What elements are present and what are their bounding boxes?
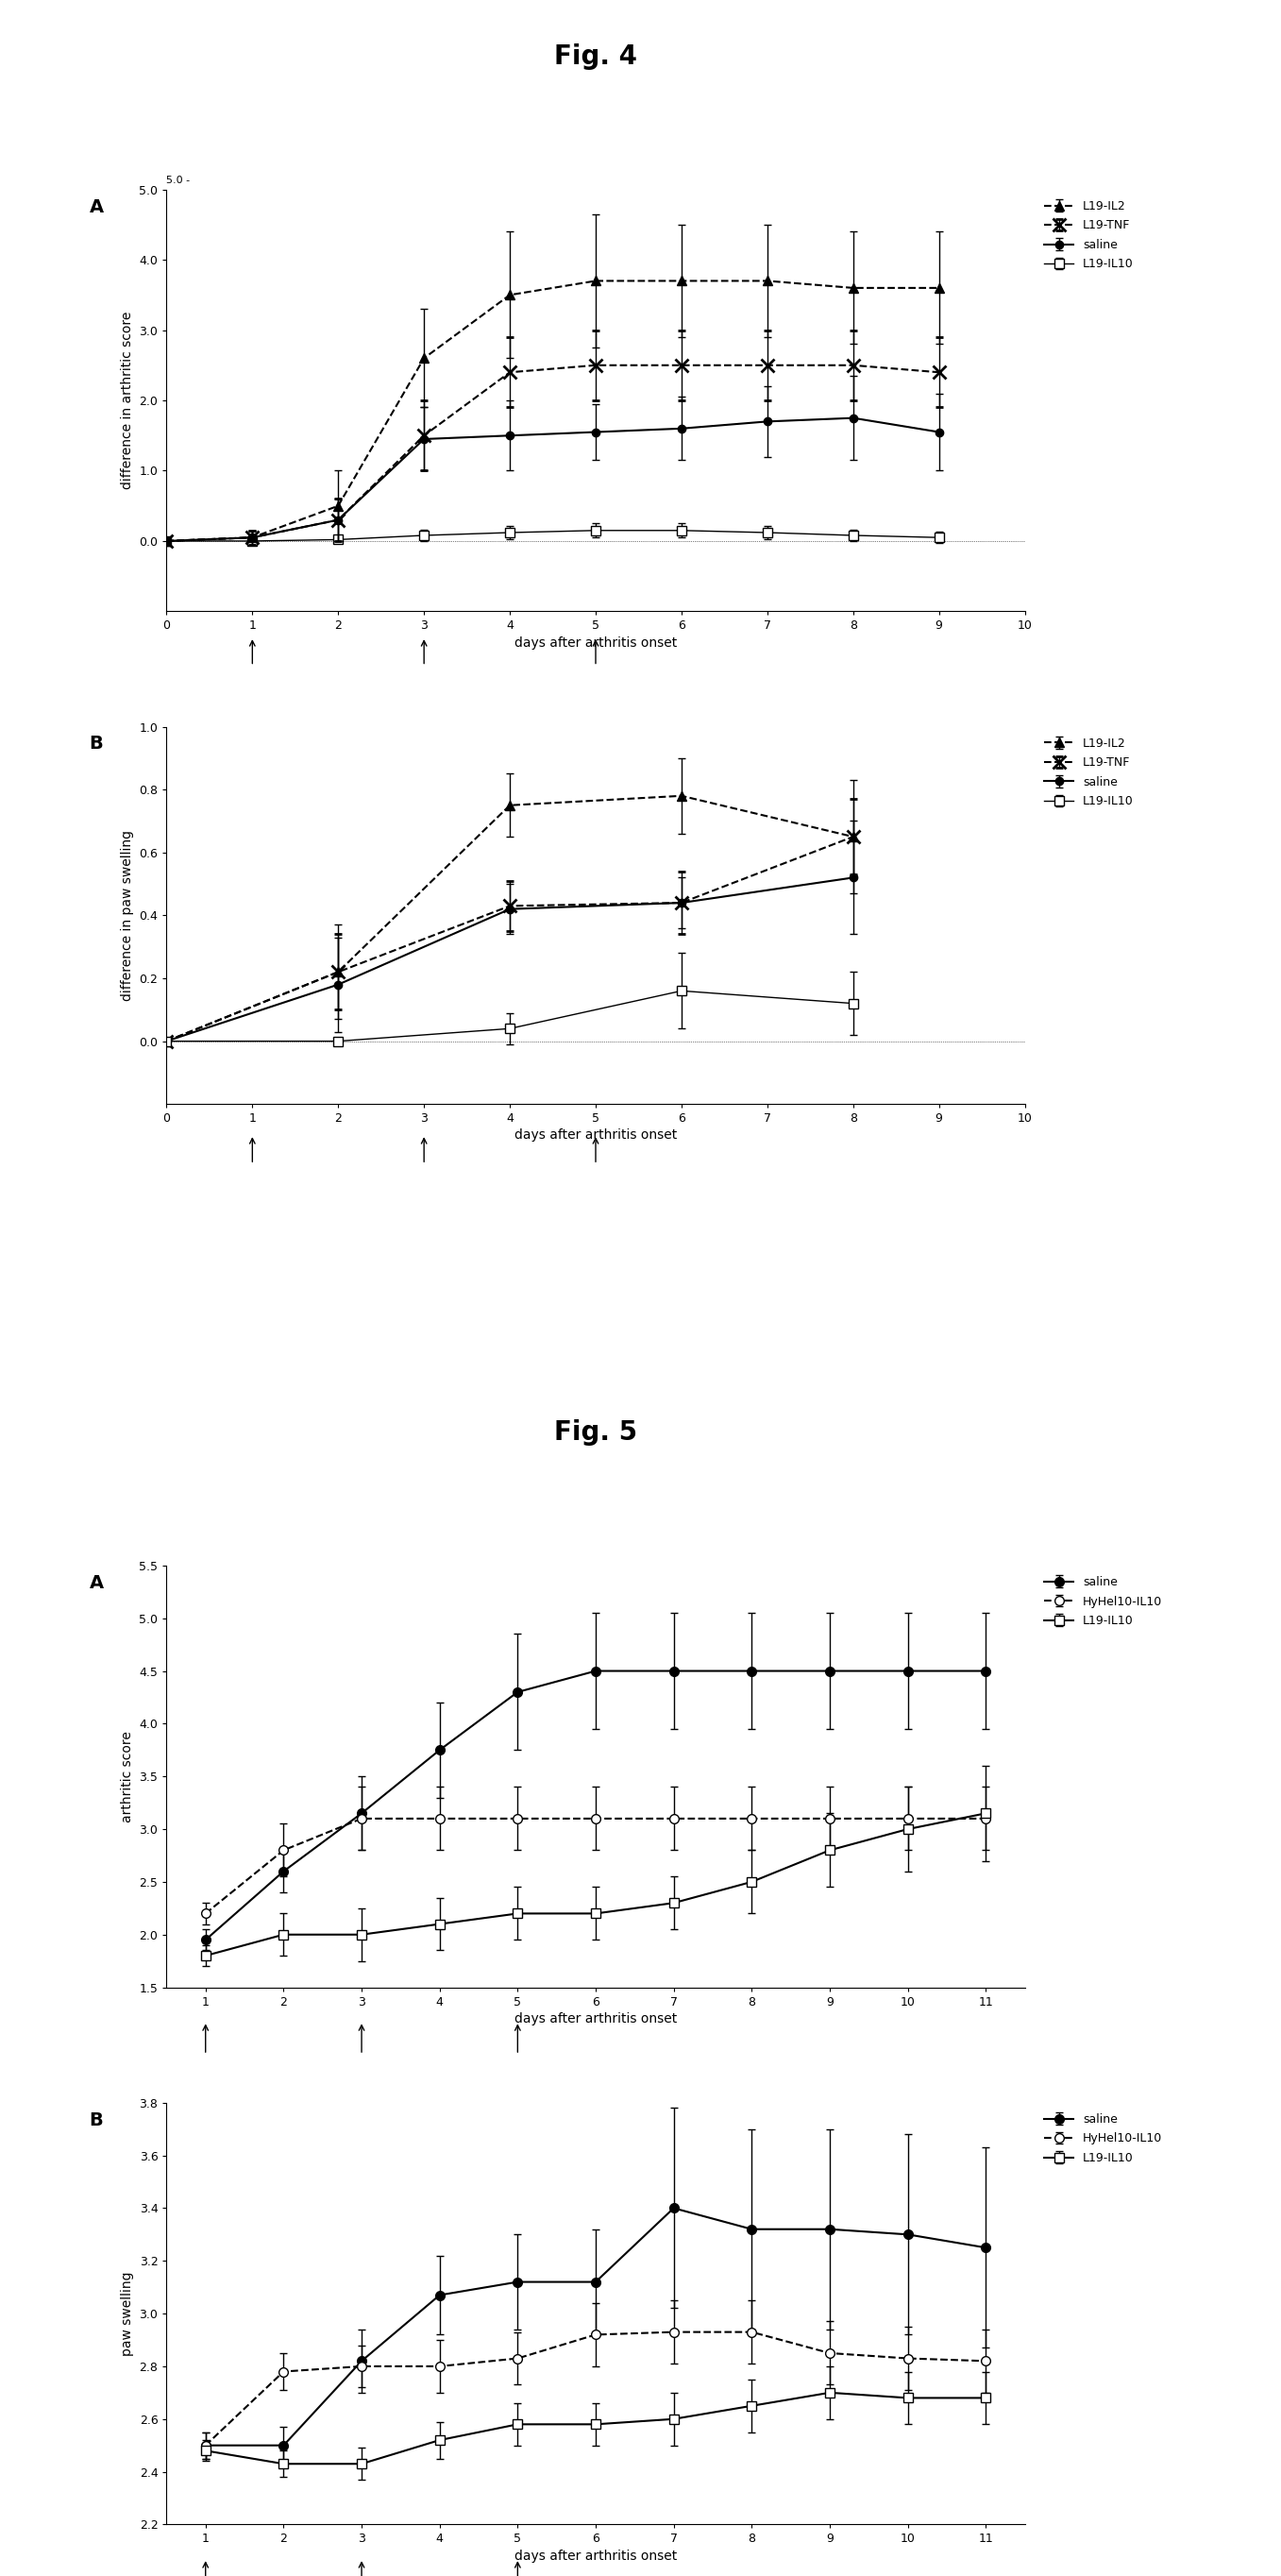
Text: 5.0 -: 5.0 - (167, 175, 191, 185)
Text: A: A (90, 1574, 104, 1592)
Legend: L19-IL2, L19-TNF, saline, L19-IL10: L19-IL2, L19-TNF, saline, L19-IL10 (1039, 196, 1139, 276)
Y-axis label: difference in arthritic score: difference in arthritic score (120, 312, 135, 489)
X-axis label: days after arthritis onset: days after arthritis onset (515, 636, 676, 649)
Text: Fig. 4: Fig. 4 (555, 44, 637, 70)
Text: A: A (90, 198, 104, 216)
Legend: saline, HyHel10-IL10, L19-IL10: saline, HyHel10-IL10, L19-IL10 (1039, 2110, 1167, 2169)
X-axis label: days after arthritis onset: days after arthritis onset (515, 1128, 676, 1141)
X-axis label: days after arthritis onset: days after arthritis onset (515, 2012, 676, 2025)
Text: B: B (90, 2112, 104, 2128)
Text: B: B (90, 734, 104, 752)
Legend: L19-IL2, L19-TNF, saline, L19-IL10: L19-IL2, L19-TNF, saline, L19-IL10 (1039, 732, 1139, 811)
Y-axis label: paw swelling: paw swelling (120, 2272, 135, 2357)
Text: Fig. 5: Fig. 5 (555, 1419, 637, 1445)
Legend: saline, HyHel10-IL10, L19-IL10: saline, HyHel10-IL10, L19-IL10 (1039, 1571, 1167, 1631)
Y-axis label: difference in paw swelling: difference in paw swelling (120, 829, 135, 1002)
X-axis label: days after arthritis onset: days after arthritis onset (515, 2550, 676, 2563)
Y-axis label: arthritic score: arthritic score (120, 1731, 135, 1821)
